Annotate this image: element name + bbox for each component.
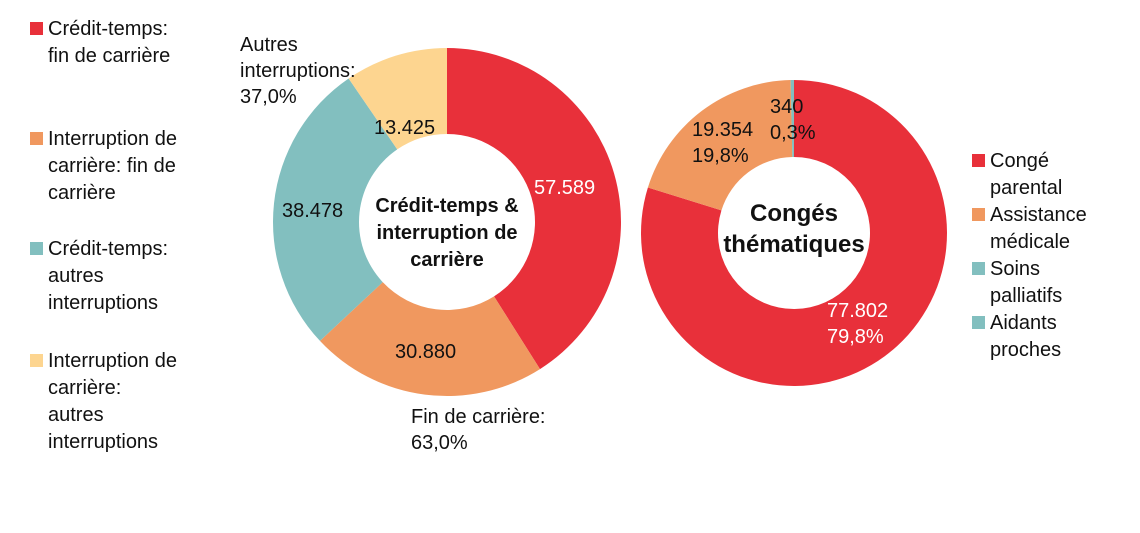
- donut-slice: [641, 80, 948, 387]
- legend-label: Crédit-temps: autres interruptions: [48, 238, 169, 314]
- slice-label-interruption-autres: 13.425: [374, 117, 436, 139]
- legend-swatch-red: [30, 22, 43, 35]
- legend-label: Soins palliatifs: [990, 258, 1063, 307]
- group-label-fin: Fin de carrière: 63,0%: [411, 406, 546, 454]
- legend-label: Aidants proches: [990, 312, 1062, 361]
- legend-label: Interruption de carrière: fin de carrièr…: [48, 128, 177, 204]
- donut-slice: [319, 282, 540, 396]
- legend-item-interruption-autres: Interruption de carrière: autres interru…: [30, 348, 177, 456]
- donut-left: [272, 48, 621, 396]
- legend-label: Interruption de carrière: autres interru…: [48, 350, 177, 453]
- legend-label: Assistance médicale: [990, 204, 1087, 253]
- donut-right-title: Congés thématiques: [723, 200, 865, 258]
- legend-item-credit-temps-fin: Crédit-temps: fin de carrière: [30, 16, 170, 70]
- legend-label: Congé parental: [990, 150, 1063, 199]
- legend-right: Congé parental Assistance médicale Soins…: [972, 148, 1087, 364]
- legend-item-aidants-proches: Aidants proches: [972, 310, 1087, 364]
- legend-item-soins-palliatifs: Soins palliatifs: [972, 256, 1087, 310]
- legend-item-conge-parental: Congé parental: [972, 148, 1087, 202]
- legend-swatch-orange: [30, 132, 43, 145]
- legend-swatch-red: [972, 154, 985, 167]
- slice-label-credit-autres: 38.478: [282, 200, 344, 222]
- donut-slice: [447, 48, 621, 370]
- legend-item-credit-temps-autres: Crédit-temps: autres interruptions: [30, 236, 168, 317]
- legend-label: Crédit-temps: fin de carrière: [48, 18, 171, 67]
- slice-label-interruption-fin: 30.880: [395, 341, 457, 363]
- donut-slice: [790, 80, 794, 158]
- donut-slice: [348, 48, 447, 150]
- slice-label-credit-fin: 57.589: [534, 177, 596, 199]
- slice-label-aidants-proches: 340 0,3%: [770, 96, 816, 144]
- legend-item-assistance-medicale: Assistance médicale: [972, 202, 1087, 256]
- legend-item-interruption-fin: Interruption de carrière: fin de carrièr…: [30, 126, 177, 207]
- legend-swatch-teal: [30, 242, 43, 255]
- donut-right: [641, 80, 948, 387]
- legend-swatch-orange: [972, 208, 985, 221]
- group-label-autres: Autres interruptions: 37,0%: [240, 34, 356, 108]
- donut-left-title: Crédit-temps & interruption de carrière: [375, 195, 519, 271]
- legend-swatch-teal: [972, 316, 985, 329]
- donut-slice: [647, 80, 793, 211]
- slice-label-assistance-medicale: 19.354 19,8%: [692, 119, 754, 167]
- legend-swatch-yellow: [30, 354, 43, 367]
- slice-label-conge-parental: 77.802 79,8%: [827, 300, 889, 348]
- donut-slice: [272, 78, 398, 341]
- legend-swatch-teal: [972, 262, 985, 275]
